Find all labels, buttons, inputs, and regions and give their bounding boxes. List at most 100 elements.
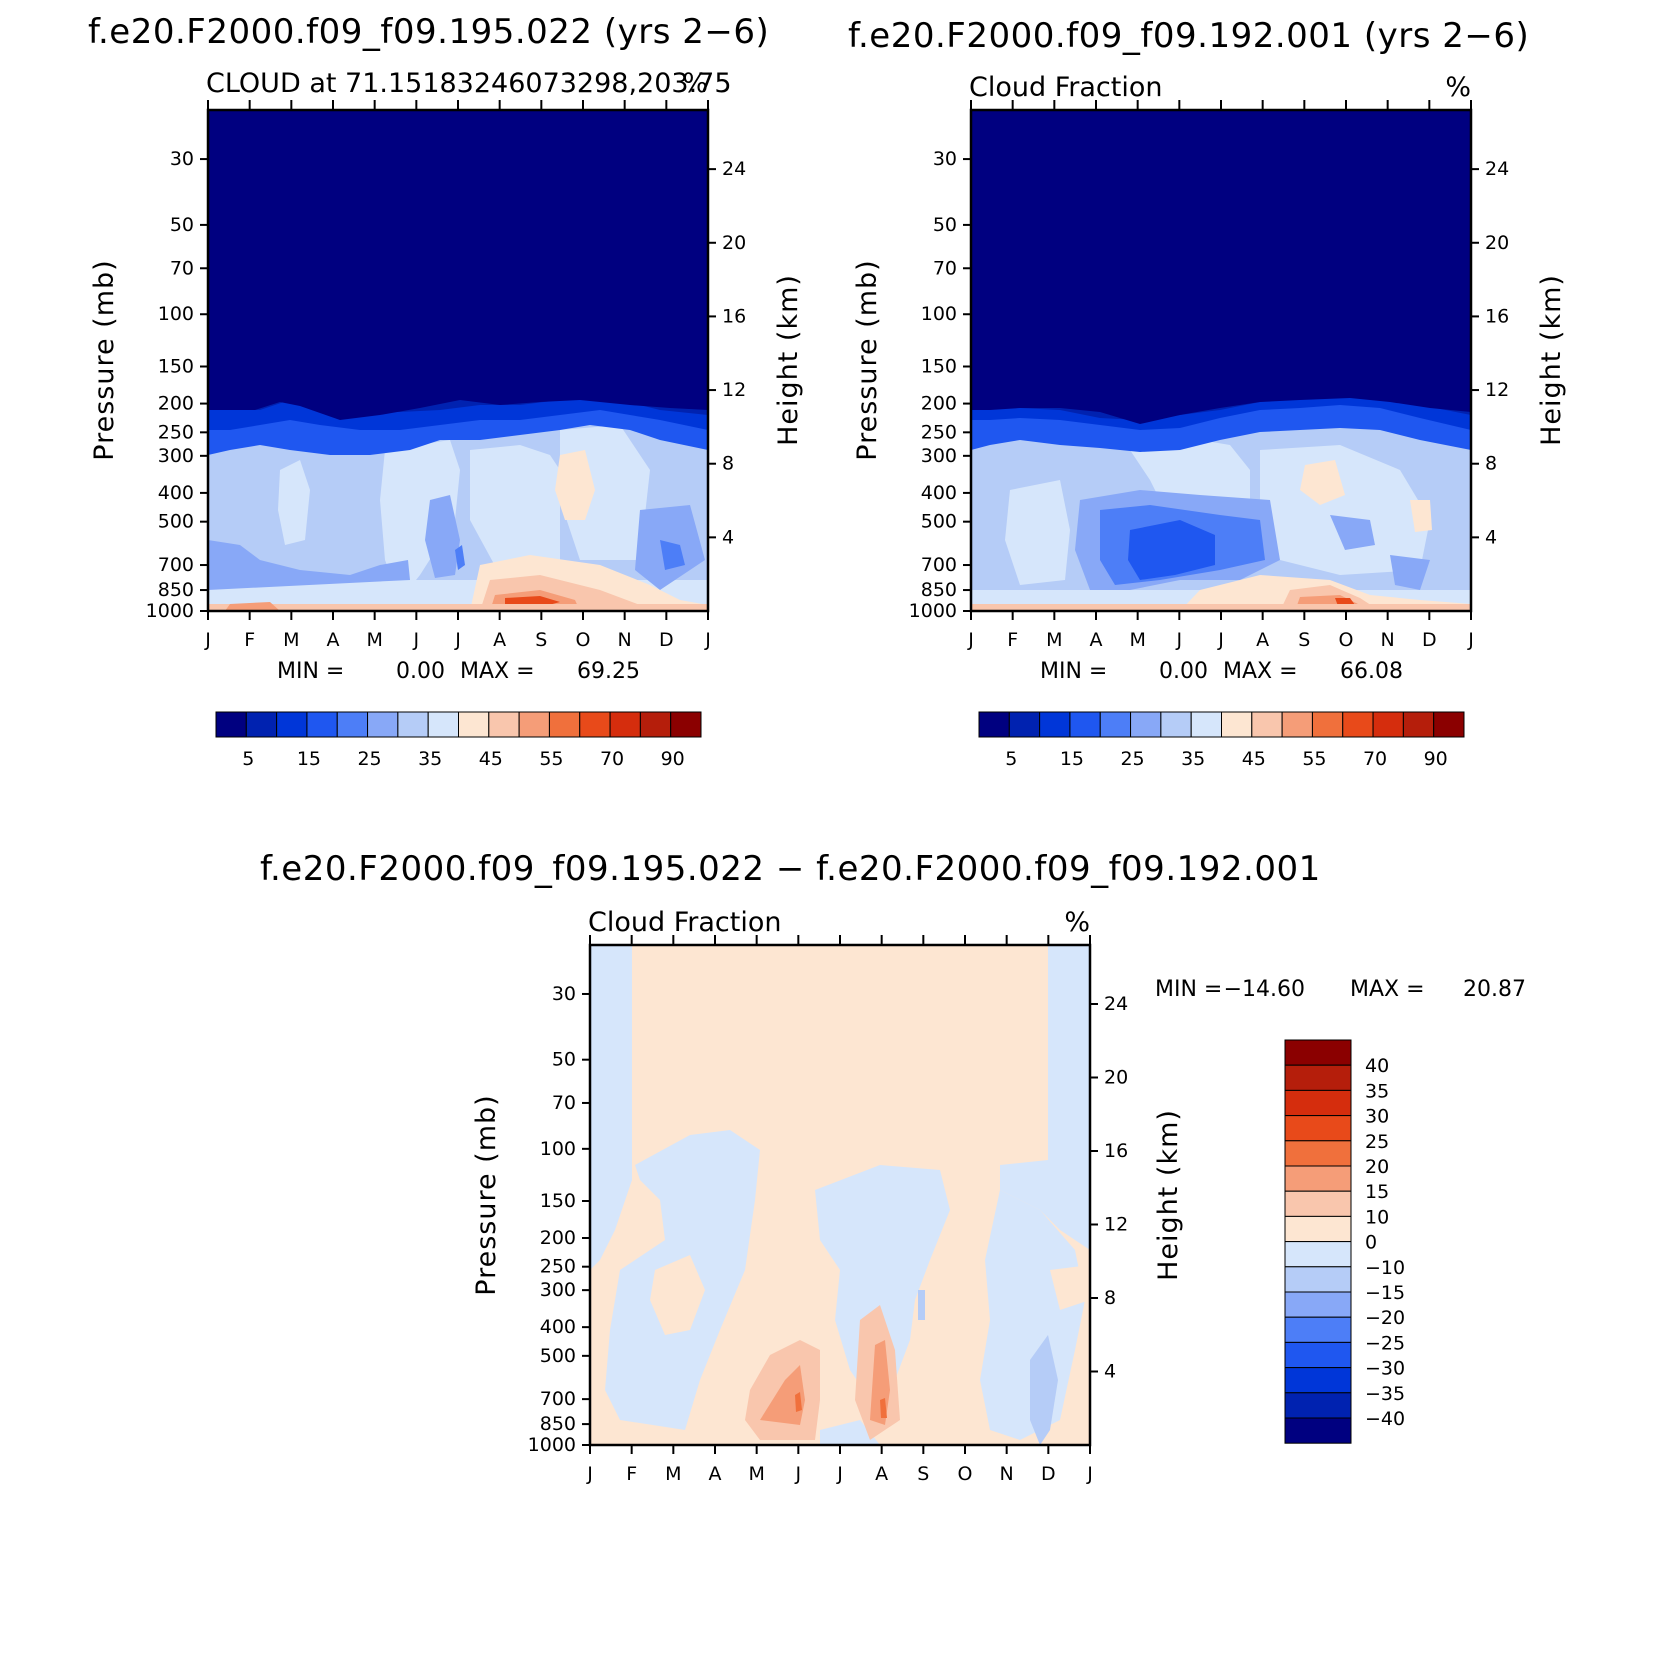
panel-c-max-value: 20.87 — [1463, 977, 1526, 1002]
height-tick-label: 4 — [722, 526, 734, 548]
colorbar-label: 90 — [1424, 748, 1448, 770]
pressure-tick-label: 200 — [921, 393, 957, 415]
colorbar-swatch — [488, 711, 520, 738]
pressure-tick-label: 250 — [921, 421, 957, 443]
pressure-tick-label: 1000 — [146, 600, 194, 622]
panel-b-contour-0 — [971, 110, 1471, 424]
panel-b-contour-25 — [1330, 515, 1375, 550]
colorbar-swatch — [336, 711, 369, 738]
colorbar-swatch — [306, 711, 338, 738]
month-tick-label: S — [535, 629, 547, 651]
panel-a-max-label: MAX = — [460, 659, 535, 684]
pressure-tick-label: 50 — [933, 214, 957, 236]
pressure-tick-label: 300 — [158, 445, 194, 467]
month-tick-label: J — [1467, 629, 1474, 651]
colorbar-swatch — [427, 711, 459, 738]
colorbar-swatch — [1284, 1266, 1352, 1293]
colorbar-label: 55 — [1302, 748, 1326, 770]
panel-c-field — [590, 945, 1090, 1445]
colorbar-swatch — [1099, 711, 1132, 738]
pressure-tick-label: 30 — [933, 148, 957, 170]
colorbar-swatch — [1284, 1039, 1352, 1066]
height-tick-label: 20 — [722, 232, 746, 254]
month-tick-label: J — [413, 629, 420, 651]
panel-b-contour-40 — [1300, 460, 1345, 505]
month-tick-label: J — [1086, 1463, 1093, 1485]
colorbar-label: 40 — [1365, 1055, 1389, 1077]
pressure-tick-label: 50 — [552, 1049, 576, 1071]
colorbar-swatch — [1284, 1367, 1352, 1394]
panel-a-min-label: MIN = — [277, 659, 344, 684]
colorbar-swatch — [1008, 711, 1041, 738]
colorbar-swatch — [215, 711, 247, 738]
panel-b-max-label: MAX = — [1223, 659, 1298, 684]
panel-c-contour-0 — [935, 1285, 965, 1340]
panel-a-contour-55 — [225, 602, 280, 611]
panel-a-contour-35 — [380, 440, 460, 600]
panel-a-units: % — [682, 68, 708, 99]
panel-c-contour-20 — [795, 1392, 802, 1412]
pressure-tick-label: 30 — [170, 148, 194, 170]
colorbar-label: 5 — [242, 748, 254, 770]
panel-b-max-value: 66.08 — [1340, 659, 1403, 684]
colorbar-swatch — [1284, 1241, 1352, 1268]
panel-c-contour-0 — [650, 1255, 705, 1335]
month-tick-label: O — [1339, 629, 1354, 651]
colorbar-swatch — [1221, 711, 1253, 738]
month-tick-label: F — [1007, 629, 1018, 651]
panel-c-contour-neg10 — [815, 1165, 950, 1400]
panel-a-contour-70 — [505, 596, 560, 606]
panel-a-min-value: 0.00 — [396, 659, 445, 684]
panel-a-contour-35 — [470, 445, 560, 575]
colorbar-label: −15 — [1365, 1282, 1405, 1304]
month-tick-label: A — [875, 1463, 888, 1485]
month-tick-label: A — [709, 1463, 722, 1485]
panel-c: f.e20.F2000.f09_f09.195.022 − f.e20.F200… — [260, 849, 1526, 1485]
colorbar-swatch — [609, 711, 641, 738]
panel-a-contour-0 — [208, 110, 708, 420]
pressure-tick-label: 700 — [921, 554, 957, 576]
panel-a-contour-25 — [425, 495, 460, 578]
panel-b-min-label: MIN = — [1040, 659, 1107, 684]
month-tick-label: A — [1256, 629, 1269, 651]
colorbar-label: −40 — [1365, 1408, 1405, 1430]
panel-c-min-label: MIN = — [1155, 977, 1222, 1002]
panel-c-min-value: −14.60 — [1224, 977, 1305, 1002]
colorbar-swatch — [1284, 1165, 1352, 1192]
pressure-tick-label: 850 — [921, 579, 957, 601]
colorbar-swatch — [518, 711, 550, 738]
pressure-tick-label: 500 — [540, 1345, 576, 1367]
month-tick-label: M — [748, 1463, 764, 1485]
colorbar-swatch — [1284, 1215, 1352, 1243]
month-tick-label: J — [586, 1463, 593, 1485]
month-tick-label: S — [917, 1463, 929, 1485]
pressure-tick-label: 400 — [921, 482, 957, 504]
height-tick-label: 12 — [1485, 379, 1509, 401]
colorbar-swatch — [1284, 1140, 1352, 1167]
pressure-tick-label: 700 — [540, 1388, 576, 1410]
panel-a-contour-25 — [208, 540, 410, 590]
height-tick-label: 4 — [1104, 1361, 1116, 1383]
height-tick-label: 20 — [1485, 232, 1509, 254]
colorbar-swatch — [1284, 1316, 1352, 1343]
panel-c-contour-neg10 — [980, 1190, 1085, 1440]
colorbar-label: 15 — [1060, 748, 1084, 770]
panel-c-contour-neg10 — [590, 945, 632, 1270]
colorbar-swatch — [639, 711, 672, 738]
panel-b-subtitle: Cloud Fraction — [969, 72, 1162, 103]
month-tick-label: J — [704, 629, 711, 651]
panel-b-contour-45 — [971, 604, 1471, 611]
panel-c-colorbar: 40 35 30 25 20 15 10 0 −10 −15 −20 −25 −30 −35 −40 — [1284, 1039, 1405, 1444]
pressure-tick-label: 300 — [540, 1279, 576, 1301]
colorbar-label: 10 — [1365, 1206, 1389, 1228]
height-tick-label: 16 — [1485, 305, 1509, 327]
panel-a-ylabel: Pressure (mb) — [89, 259, 120, 460]
pressure-tick-label: 1000 — [909, 600, 957, 622]
pressure-tick-label: 850 — [158, 579, 194, 601]
month-tick-label: M — [283, 629, 299, 651]
panel-a-contour-20 — [455, 545, 465, 570]
colorbar-label: 25 — [1365, 1131, 1389, 1153]
